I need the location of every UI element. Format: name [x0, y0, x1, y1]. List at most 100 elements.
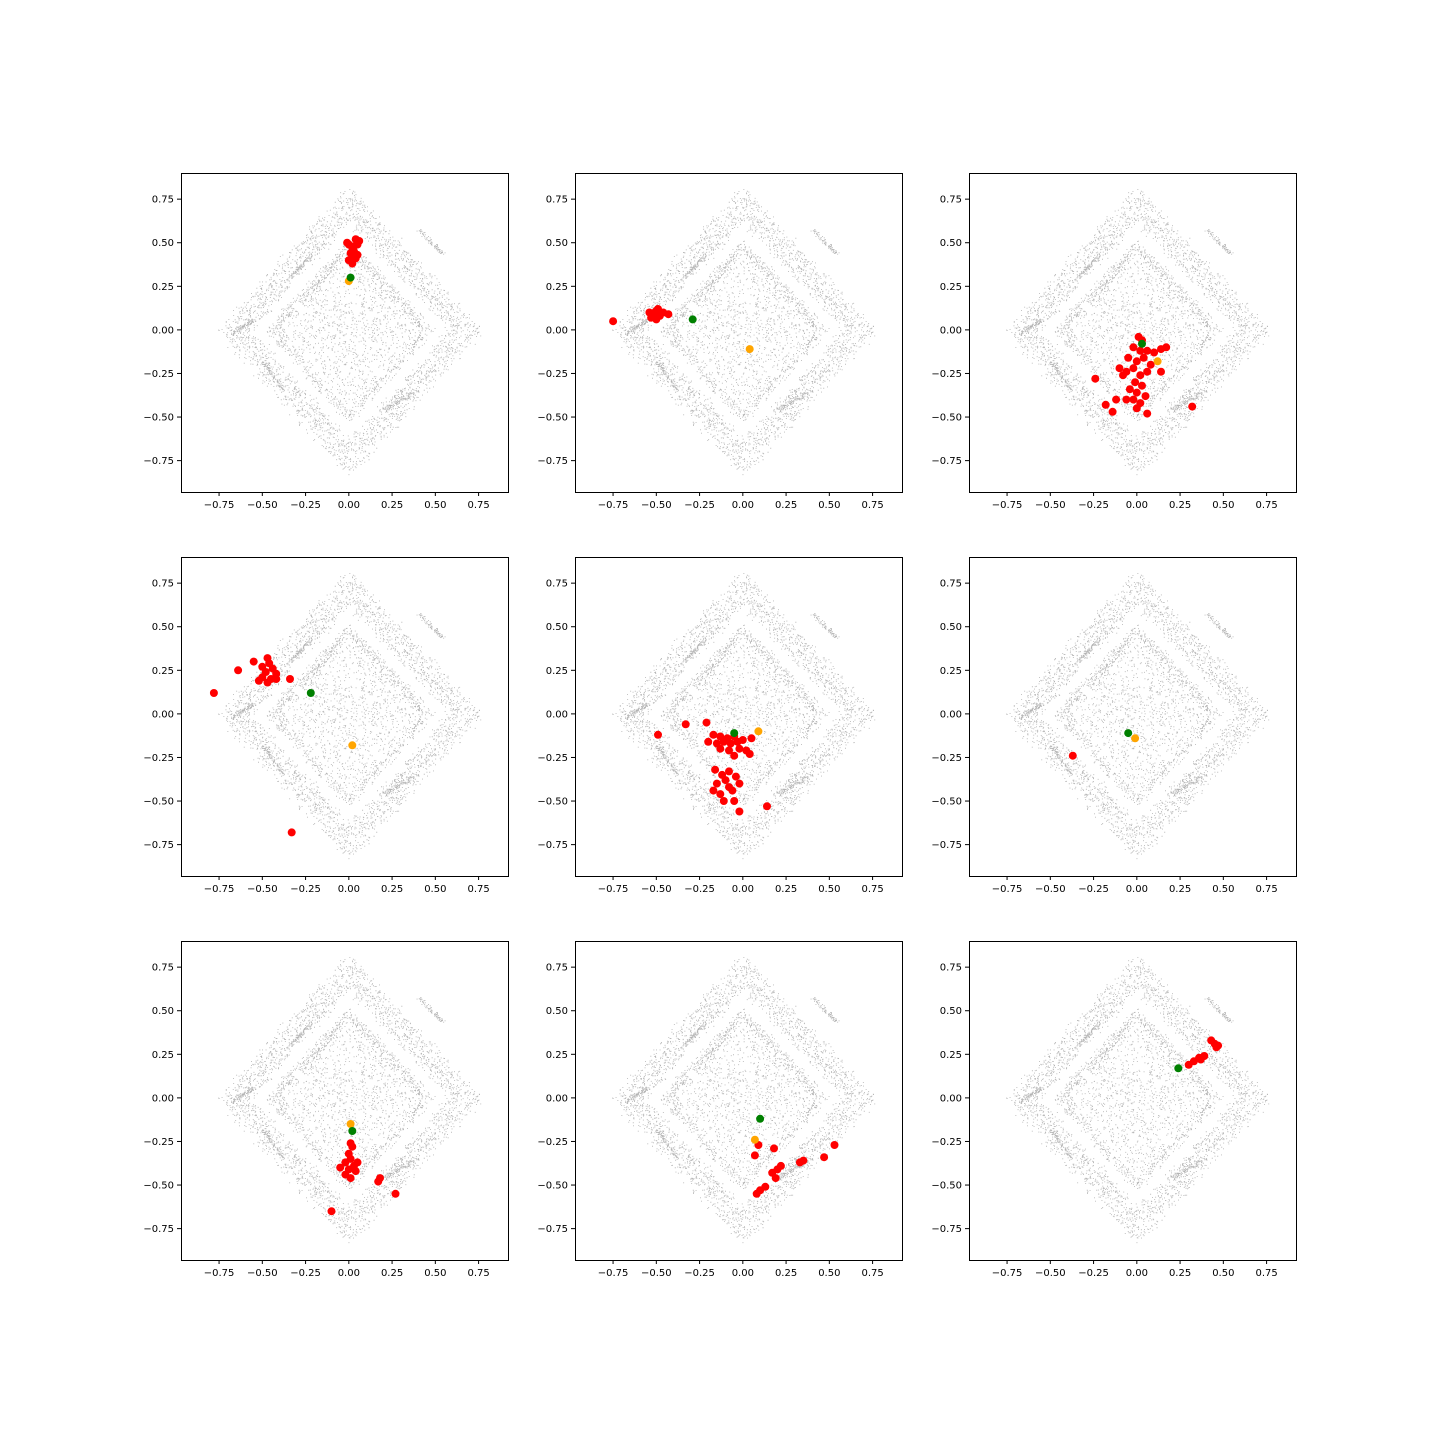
red-point [1124, 353, 1133, 362]
x-tick-label: 0.75 [467, 500, 489, 511]
red-point [1200, 1052, 1209, 1060]
x-tick-label: 0.50 [818, 1268, 840, 1279]
red-point [725, 767, 733, 776]
x-tick-label: 0.75 [861, 884, 883, 895]
y-tick-label: −0.50 [931, 1181, 962, 1192]
x-tick-label: −0.50 [1035, 884, 1066, 895]
x-tick-label: 0.75 [1255, 1268, 1277, 1279]
x-tick-label: 0.75 [467, 884, 489, 895]
y-tick-label: −0.25 [143, 369, 174, 380]
y-tick-label: 0.00 [546, 709, 568, 720]
red-point [726, 739, 735, 748]
axes-frame [181, 557, 509, 877]
x-tick-label: −0.50 [1035, 500, 1066, 511]
y-tick-label: 0.75 [152, 579, 174, 590]
x-tick-label: 0.50 [424, 500, 446, 511]
red-point [735, 807, 744, 816]
orange-point [754, 727, 763, 736]
x-tick-label: 0.25 [381, 500, 403, 511]
y-tick-label: −0.75 [537, 840, 568, 851]
axes-frame [969, 173, 1297, 493]
red-point [254, 676, 263, 685]
scatter-panel-3: −0.75 −0.50 −0.25 0.00 0.25 0.50 0.75 0.75 0.50 0… [931, 173, 1297, 511]
x-tick-label: 0.50 [1212, 500, 1234, 511]
red-point [750, 1151, 759, 1160]
y-tick-label: 0.50 [940, 238, 962, 249]
scatter-panel-9: −0.75 −0.50 −0.25 0.00 0.25 0.50 0.75 0.75 0.50 0… [931, 941, 1297, 1279]
x-tick-label: 0.25 [1169, 884, 1191, 895]
y-tick-label: 0.75 [940, 579, 962, 590]
green-point [1124, 729, 1133, 738]
axes-frame [181, 941, 509, 1261]
x-tick-label: 0.75 [1255, 500, 1277, 511]
y-tick-label: 0.50 [152, 238, 174, 249]
y-tick-label: 0.50 [152, 1006, 174, 1017]
x-tick-label: 0.00 [732, 1268, 754, 1279]
x-tick-label: −0.50 [641, 884, 672, 895]
y-tick-label: −0.50 [931, 413, 962, 424]
x-tick-label: −0.75 [992, 884, 1023, 895]
background-points [612, 957, 876, 1244]
x-tick-label: −0.25 [290, 1268, 321, 1279]
red-point [730, 751, 739, 760]
red-point [609, 317, 618, 326]
red-point [747, 734, 756, 743]
green-point [346, 273, 355, 282]
red-point [341, 1158, 350, 1167]
red-point [752, 1189, 761, 1198]
scatter-panel-5: −0.75 −0.50 −0.25 0.00 0.25 0.50 0.75 0.75 0.50 0… [537, 557, 903, 895]
orange-point [750, 1135, 759, 1144]
x-tick-label: 0.50 [1212, 1268, 1234, 1279]
red-point [249, 657, 258, 666]
axes-frame [575, 941, 903, 1261]
red-point [1119, 371, 1127, 380]
y-tick-label: 0.00 [940, 1093, 962, 1104]
x-tick-label: −0.25 [684, 1268, 715, 1279]
red-point [795, 1158, 804, 1167]
x-tick-label: 0.75 [467, 1268, 489, 1279]
red-point [1122, 395, 1131, 404]
red-point [704, 737, 713, 746]
x-tick-label: −0.50 [641, 500, 672, 511]
red-point [1125, 385, 1134, 394]
scatter-panel-1: −0.75 −0.50 −0.25 0.00 0.25 0.50 0.75 0.75 0.50 0… [143, 173, 509, 511]
red-point [1157, 367, 1165, 376]
y-tick-label: 0.25 [152, 282, 174, 293]
red-point [725, 746, 733, 755]
x-tick-label: −0.50 [1035, 1268, 1066, 1279]
red-point [1091, 374, 1100, 383]
red-point [1132, 388, 1141, 397]
x-tick-label: −0.50 [247, 1268, 278, 1279]
red-point [272, 675, 281, 683]
orange-point [1131, 734, 1140, 743]
red-point [1131, 378, 1140, 387]
background-points [1006, 957, 1270, 1244]
y-tick-label: −0.25 [143, 753, 174, 764]
y-tick-label: 0.25 [940, 282, 962, 293]
x-tick-label: −0.75 [992, 500, 1023, 511]
red-point [391, 1189, 400, 1198]
y-tick-label: −0.25 [931, 1137, 962, 1148]
y-tick-label: −0.25 [537, 1137, 568, 1148]
red-point [1188, 402, 1197, 411]
red-point [1068, 751, 1077, 760]
red-point [1132, 357, 1141, 366]
y-tick-label: −0.50 [143, 797, 174, 808]
x-tick-label: 0.50 [818, 500, 840, 511]
red-point [681, 720, 690, 729]
green-point [1174, 1064, 1183, 1073]
y-tick-label: −0.75 [931, 840, 962, 851]
red-point [763, 802, 771, 811]
orange-point [348, 741, 357, 750]
y-tick-label: −0.50 [931, 797, 962, 808]
y-tick-label: 0.25 [546, 666, 568, 677]
red-point [1141, 392, 1150, 401]
red-point [1136, 371, 1145, 380]
red-point [820, 1153, 829, 1162]
y-tick-label: 0.00 [546, 325, 568, 336]
x-tick-label: 0.75 [861, 500, 883, 511]
x-tick-label: −0.25 [684, 884, 715, 895]
x-tick-label: −0.50 [247, 884, 278, 895]
x-tick-label: 0.75 [861, 1268, 883, 1279]
green-point [756, 1114, 765, 1123]
